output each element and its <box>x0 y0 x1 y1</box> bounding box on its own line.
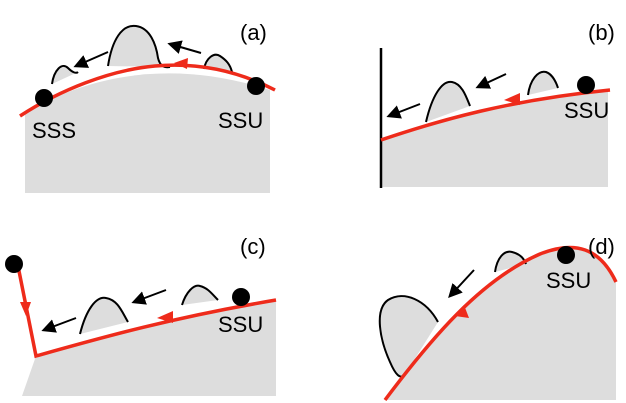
panel-label-d: (d) <box>588 234 615 259</box>
trajectory-arrowhead-a <box>174 58 188 69</box>
bump-d-top <box>494 250 527 273</box>
panel-label-a: (a) <box>240 20 267 45</box>
point-label-ssu: SSU <box>546 268 591 293</box>
point-label-ssu: SSU <box>218 312 263 337</box>
arrow-icon <box>448 269 475 299</box>
trajectory-d <box>383 245 618 402</box>
trajectory-c <box>16 265 277 359</box>
panel-c: SSU (c) <box>5 234 277 396</box>
trajectory-b <box>380 88 611 142</box>
bump-b-right <box>527 70 559 96</box>
arrow-icon <box>73 51 109 68</box>
bump-c-right <box>181 284 219 306</box>
point-icon <box>232 288 250 306</box>
panel-label-c: (c) <box>240 234 266 259</box>
point-icon <box>247 77 265 95</box>
point-icon <box>577 76 595 94</box>
point-icon <box>35 89 53 107</box>
bump-a-mid <box>107 24 171 69</box>
point-label-sss: SSS <box>32 118 76 143</box>
arrow-icon <box>475 73 507 89</box>
point-icon <box>557 246 575 264</box>
terrain-a <box>25 73 270 193</box>
terrain-b <box>381 92 608 187</box>
trajectory-arrowhead-b <box>504 93 520 105</box>
terrain-c <box>22 300 276 396</box>
arrow-icon <box>167 40 202 54</box>
panel-b: SSU (b) <box>379 20 615 188</box>
panel-d: SSU (d) <box>378 234 618 402</box>
point-label-ssu: SSU <box>564 98 609 123</box>
trajectory-arrowhead-c-vertical <box>20 302 31 316</box>
arrow-icon <box>131 289 167 305</box>
arrow-icon <box>386 103 421 119</box>
bump-c-left <box>79 296 129 335</box>
trajectory-a <box>19 63 276 118</box>
point-label-ssu: SSU <box>218 108 263 133</box>
bump-b-left <box>425 80 471 123</box>
trajectory-arrowhead-d <box>455 305 469 318</box>
panel-label-b: (b) <box>588 20 615 45</box>
bump-d-left <box>378 295 439 378</box>
point-icon <box>5 255 23 273</box>
bump-a-left <box>51 65 79 85</box>
panel-a: SSS SSU (a) <box>19 20 276 193</box>
trajectory-arrowhead-c <box>157 311 173 323</box>
arrow-icon <box>41 317 77 333</box>
terrain-d <box>385 247 616 400</box>
